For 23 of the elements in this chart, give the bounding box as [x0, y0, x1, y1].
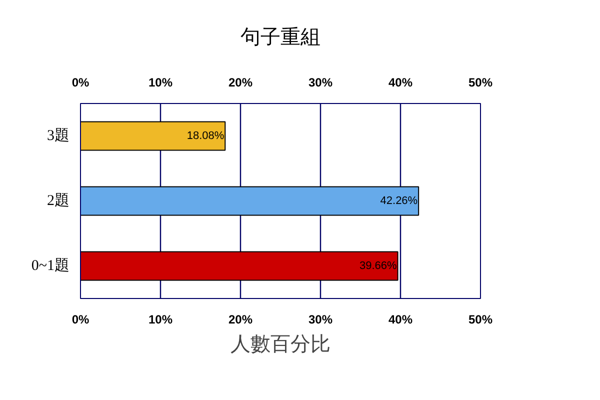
x-tick-label: 40%	[388, 76, 413, 90]
x-tick-label: 30%	[308, 76, 333, 90]
y-tick-label: 2題	[47, 193, 70, 209]
bar	[80, 121, 226, 151]
x2-tick-label: 40%	[388, 312, 413, 326]
data-label: 39.66%	[359, 260, 397, 272]
y-tick-label: 0~1題	[31, 258, 70, 274]
x-tick-label: 10%	[148, 76, 173, 90]
x-tick-label: 50%	[468, 76, 493, 90]
bar	[80, 186, 420, 216]
x-tick-label: 20%	[228, 76, 253, 90]
x2-tick-label: 30%	[308, 312, 333, 326]
data-label: 18.08%	[186, 130, 224, 142]
x-axis-title: 人數百分比	[230, 334, 330, 356]
data-label: 42.26%	[380, 195, 418, 207]
x2-tick-label: 0%	[72, 312, 90, 326]
chart-title: 句子重組	[240, 26, 320, 48]
x2-tick-label: 50%	[468, 312, 493, 326]
x2-tick-label: 10%	[148, 312, 173, 326]
bar	[80, 251, 398, 281]
y-tick-label: 3題	[47, 128, 70, 144]
x-tick-label: 0%	[72, 76, 90, 90]
x2-tick-label: 20%	[228, 312, 253, 326]
